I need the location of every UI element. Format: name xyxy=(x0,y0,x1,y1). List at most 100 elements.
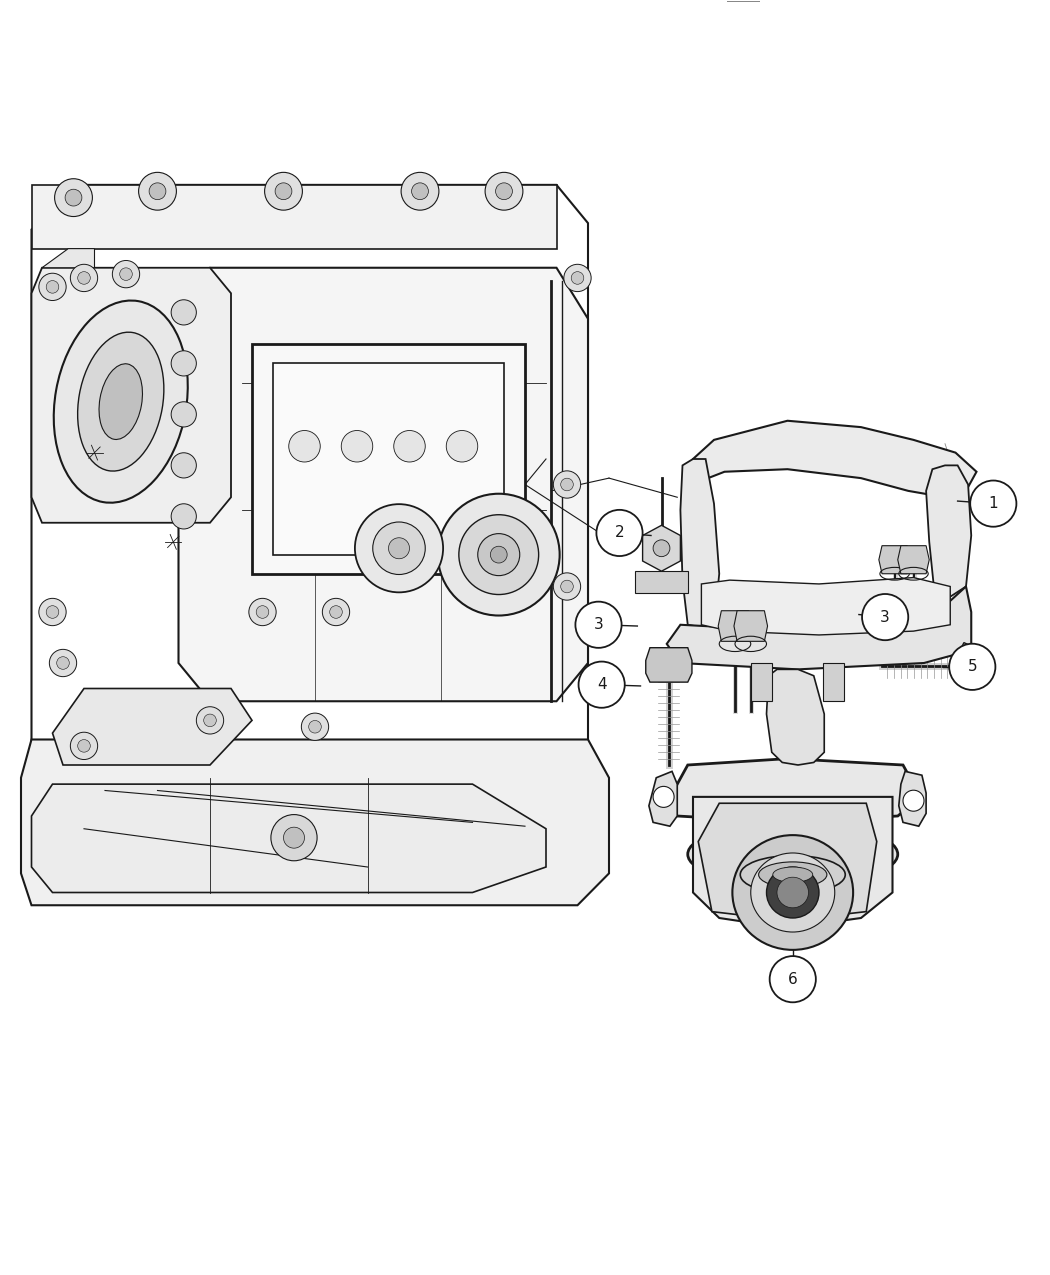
Ellipse shape xyxy=(773,867,813,882)
Circle shape xyxy=(70,732,98,760)
Circle shape xyxy=(46,280,59,293)
Polygon shape xyxy=(823,663,844,701)
Circle shape xyxy=(57,657,69,669)
Ellipse shape xyxy=(777,877,808,908)
Circle shape xyxy=(970,481,1016,527)
Circle shape xyxy=(490,546,507,564)
Ellipse shape xyxy=(740,856,845,894)
Ellipse shape xyxy=(751,853,835,932)
Circle shape xyxy=(249,598,276,626)
Circle shape xyxy=(770,956,816,1002)
Polygon shape xyxy=(178,268,588,701)
Text: 6: 6 xyxy=(788,972,798,987)
Polygon shape xyxy=(693,797,892,928)
Circle shape xyxy=(55,179,92,217)
Polygon shape xyxy=(751,663,772,701)
Polygon shape xyxy=(693,421,976,497)
Circle shape xyxy=(301,713,329,741)
Circle shape xyxy=(653,787,674,807)
Circle shape xyxy=(49,649,77,677)
Circle shape xyxy=(412,182,428,200)
Circle shape xyxy=(355,504,443,593)
Circle shape xyxy=(46,606,59,618)
Circle shape xyxy=(78,272,90,284)
Circle shape xyxy=(401,172,439,210)
Circle shape xyxy=(265,172,302,210)
Circle shape xyxy=(579,662,625,708)
Polygon shape xyxy=(953,643,985,689)
Circle shape xyxy=(903,790,924,811)
Ellipse shape xyxy=(688,822,898,886)
Ellipse shape xyxy=(758,862,827,887)
Polygon shape xyxy=(899,771,926,826)
Polygon shape xyxy=(698,803,877,921)
Circle shape xyxy=(70,264,98,292)
Text: 1: 1 xyxy=(988,496,999,511)
Circle shape xyxy=(561,580,573,593)
Circle shape xyxy=(446,431,478,462)
Polygon shape xyxy=(52,688,252,765)
Ellipse shape xyxy=(99,363,143,440)
Polygon shape xyxy=(646,648,692,682)
Circle shape xyxy=(373,521,425,575)
Circle shape xyxy=(171,300,196,325)
Polygon shape xyxy=(734,611,768,641)
Circle shape xyxy=(553,572,581,601)
Polygon shape xyxy=(635,571,688,593)
Circle shape xyxy=(596,510,643,556)
Circle shape xyxy=(459,515,539,594)
Circle shape xyxy=(394,431,425,462)
Circle shape xyxy=(485,172,523,210)
Polygon shape xyxy=(273,363,504,555)
Polygon shape xyxy=(643,525,680,571)
Circle shape xyxy=(275,182,292,200)
Polygon shape xyxy=(680,459,719,627)
Polygon shape xyxy=(879,546,910,574)
Polygon shape xyxy=(766,669,824,765)
Circle shape xyxy=(388,538,410,558)
Text: 5: 5 xyxy=(967,659,978,674)
Circle shape xyxy=(39,273,66,301)
Circle shape xyxy=(39,598,66,626)
Circle shape xyxy=(120,268,132,280)
Ellipse shape xyxy=(733,835,853,950)
Circle shape xyxy=(139,172,176,210)
Polygon shape xyxy=(32,185,588,867)
Polygon shape xyxy=(32,784,546,892)
Circle shape xyxy=(438,493,560,616)
Circle shape xyxy=(561,478,573,491)
Polygon shape xyxy=(667,759,914,822)
Circle shape xyxy=(65,189,82,207)
Circle shape xyxy=(330,606,342,618)
Circle shape xyxy=(204,714,216,727)
Ellipse shape xyxy=(78,333,164,470)
Circle shape xyxy=(112,260,140,288)
Circle shape xyxy=(256,606,269,618)
Text: 4: 4 xyxy=(596,677,607,692)
Circle shape xyxy=(478,534,520,575)
Circle shape xyxy=(653,539,670,557)
Polygon shape xyxy=(926,465,971,597)
Text: 2: 2 xyxy=(614,525,625,541)
Polygon shape xyxy=(649,771,677,826)
Polygon shape xyxy=(32,185,556,249)
Ellipse shape xyxy=(54,301,188,502)
Circle shape xyxy=(78,740,90,752)
Circle shape xyxy=(862,594,908,640)
Polygon shape xyxy=(252,344,525,574)
Polygon shape xyxy=(42,249,94,268)
Circle shape xyxy=(171,402,196,427)
Circle shape xyxy=(571,272,584,284)
Circle shape xyxy=(284,827,304,848)
Circle shape xyxy=(309,720,321,733)
Circle shape xyxy=(171,504,196,529)
Circle shape xyxy=(341,431,373,462)
Circle shape xyxy=(949,644,995,690)
Circle shape xyxy=(564,264,591,292)
Circle shape xyxy=(171,351,196,376)
Circle shape xyxy=(575,602,622,648)
Ellipse shape xyxy=(766,867,819,918)
Polygon shape xyxy=(898,546,929,574)
Circle shape xyxy=(289,431,320,462)
Polygon shape xyxy=(667,586,971,669)
